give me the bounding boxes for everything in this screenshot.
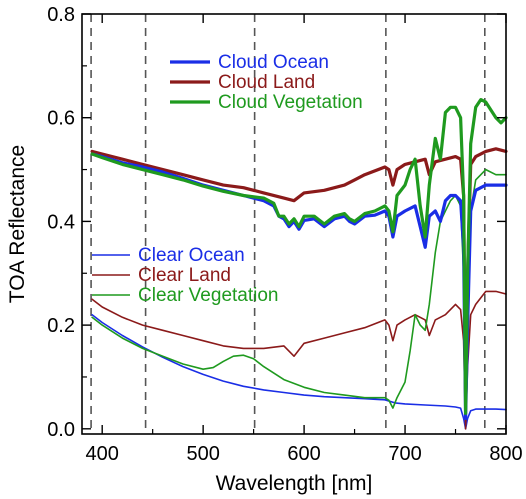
x-tick-label: 600 [287,443,320,465]
y-tick-label: 0.2 [47,315,75,337]
y-tick-label: 0.0 [47,419,75,441]
y-axis-label: TOA Reflectance [6,145,29,303]
series-line-clear-ocean [91,313,507,430]
plot-frame [81,13,507,435]
x-tick-label: 400 [86,443,119,465]
series-lines [90,97,508,430]
legend-label: Clear Vegetation [138,285,279,306]
legend-label: Cloud Vegetation [218,92,363,113]
x-tick-label: 500 [186,443,219,465]
y-tick-label: 0.8 [47,4,75,26]
legend-label: Clear Ocean [138,245,245,266]
legend-label: Clear Land [138,265,231,286]
y-tick-label: 0.6 [47,108,75,130]
reference-lines [90,14,486,434]
x-axis-label: Wavelength [nm] [216,472,373,495]
series-line-clear-land [91,290,507,430]
x-tick-label: 700 [388,443,421,465]
x-tick-label: 800 [489,443,522,465]
axis-ticks: 400 500 600 700 800 0.0 0.2 0.4 0.6 0.8 [47,4,523,465]
y-tick-label: 0.4 [47,211,75,233]
legend-label: Cloud Land [218,72,315,93]
series-line-cloud-vegetation [90,97,508,415]
legend-label: Cloud Ocean [218,52,329,73]
